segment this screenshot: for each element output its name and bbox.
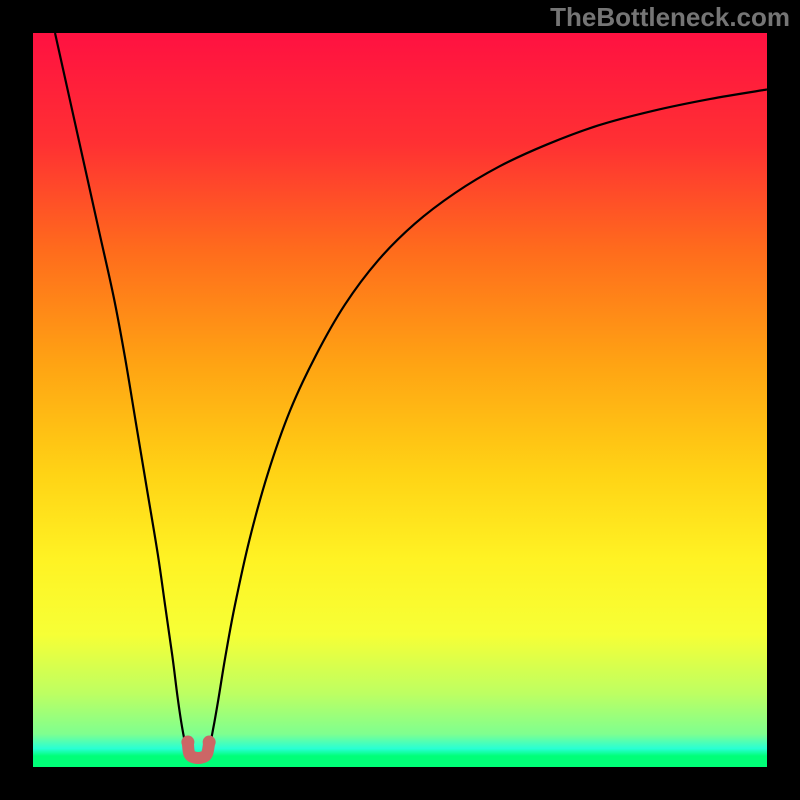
chart-container: TheBottleneck.com (0, 0, 800, 800)
plot-background (33, 33, 767, 767)
watermark-text: TheBottleneck.com (550, 2, 790, 33)
bottleneck-curve-chart (33, 33, 767, 767)
marker-dot (181, 736, 194, 749)
marker-dot (203, 736, 216, 749)
